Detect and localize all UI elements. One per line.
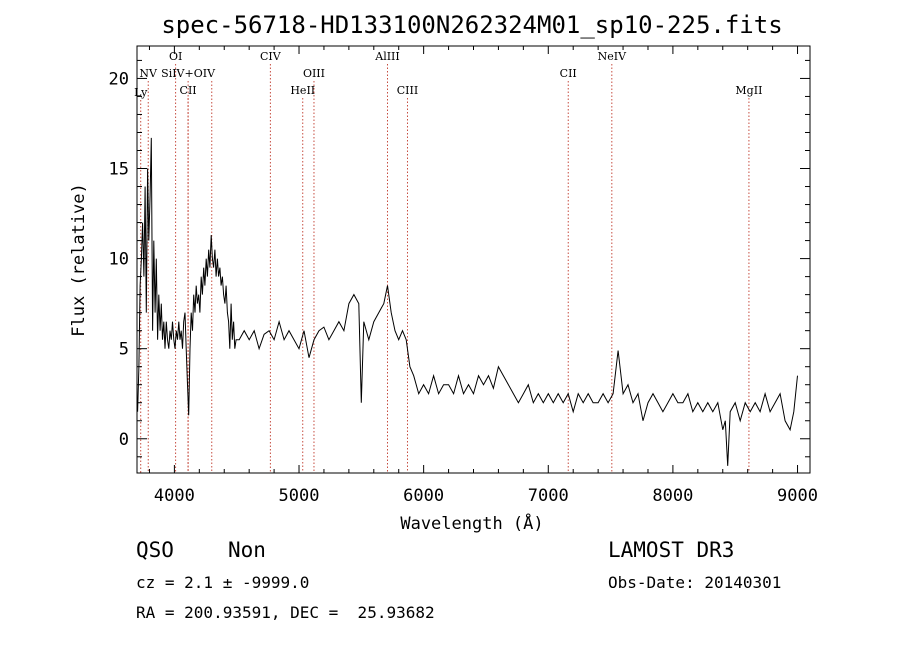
- x-tick-label-1: 5000: [279, 486, 320, 506]
- y-axis-ticks: 0 5 10 15 20: [109, 59, 810, 458]
- line-label-6: OIII: [303, 67, 325, 80]
- x-tick-label-5: 9000: [777, 486, 818, 506]
- y-tick-label-2: 10: [109, 250, 129, 270]
- line-label-4: CII: [180, 84, 197, 97]
- line-label-0: Ly: [134, 86, 148, 99]
- observation-date: Obs-Date: 20140301: [608, 573, 782, 592]
- x-axis-label: Wavelength (Å): [400, 512, 543, 534]
- emission-line-markers: [140, 64, 750, 473]
- y-tick-label-3: 15: [109, 160, 129, 180]
- x-tick-label-4: 8000: [652, 486, 693, 506]
- line-label-1: NV: [139, 67, 158, 80]
- line-label-9: CIII: [397, 84, 418, 97]
- line-label-11: NeIV: [598, 50, 627, 63]
- y-tick-label-4: 20: [109, 69, 129, 89]
- x-axis-ticks: 4000 5000 6000 7000 8000 9000: [148, 46, 818, 506]
- line-label-2: OI: [169, 50, 182, 63]
- line-label-10: CII: [560, 67, 577, 80]
- survey-label: LAMOST DR3: [608, 538, 735, 562]
- object-subclass: Non: [228, 538, 266, 562]
- line-label-7: HeII: [290, 84, 315, 97]
- x-tick-label-2: 6000: [403, 486, 444, 506]
- line-label-5: CIV: [260, 50, 282, 63]
- plot-frame: [136, 45, 811, 474]
- line-label-3: SiIV+OIV: [161, 67, 216, 80]
- emission-line-labels: Ly NV OI SiIV+OIV CII CIV OIII HeII AlIII CIII CII…: [134, 50, 762, 99]
- object-class: QSO: [136, 538, 174, 562]
- x-tick-label-3: 7000: [528, 486, 569, 506]
- x-tick-label-0: 4000: [154, 486, 195, 506]
- coordinates: RA = 200.93591, DEC = 25.93682: [136, 603, 435, 622]
- y-tick-label-0: 0: [119, 430, 129, 450]
- spectrum-line: [137, 137, 798, 466]
- y-tick-label-1: 5: [119, 340, 129, 360]
- redshift-cz: cz = 2.1 ± -9999.0: [136, 573, 310, 592]
- chart-title: spec-56718-HD133100N262324M01_sp10-225.f…: [161, 11, 782, 39]
- line-label-12: MgII: [735, 84, 762, 97]
- line-label-8: AlIII: [374, 50, 400, 63]
- y-axis-label: Flux (relative): [69, 183, 89, 337]
